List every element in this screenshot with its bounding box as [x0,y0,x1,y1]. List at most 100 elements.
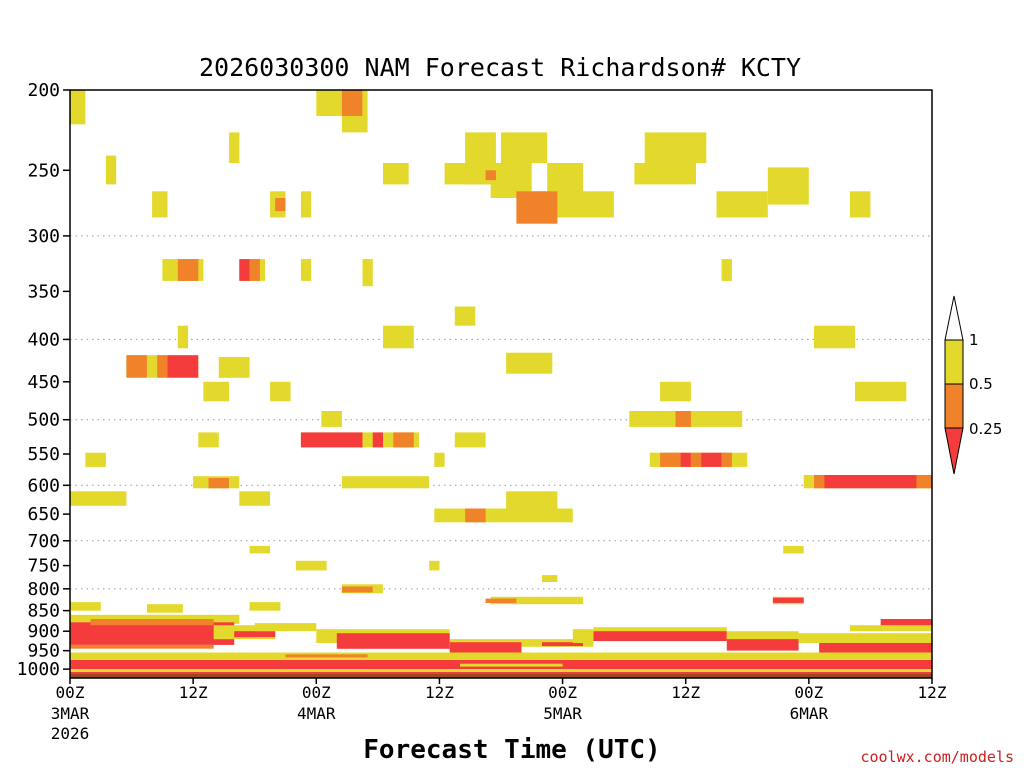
ri-cell [295,560,327,571]
ri-cell [270,381,291,402]
colorbar-segment-orange [944,383,964,429]
ri-cell [772,597,804,603]
ri-cell [506,352,553,374]
x-tick-label: 00Z [56,683,85,702]
ri-cell [70,90,86,125]
ri-cell [336,633,450,649]
y-tick-label: 350 [27,281,60,302]
y-tick-label: 300 [27,226,60,247]
y-tick-label: 500 [27,410,60,431]
ri-cell [434,508,573,523]
ri-cell [383,163,409,185]
credit-text: coolwx.com/models [860,748,1014,766]
ri-cell [229,132,240,163]
chart-title: 2026030300 NAM Forecast Richardson# KCTY [199,53,801,82]
ri-cell [460,663,563,667]
ri-cell [716,191,768,218]
ri-cell [70,644,214,649]
ri-cell [203,381,230,402]
ri-cell [341,586,373,593]
y-tick-label: 900 [27,621,60,642]
ground-strip [70,673,932,678]
y-tick-label: 450 [27,372,60,393]
ri-cell [634,163,696,185]
ri-cell [362,259,373,287]
ri-cell [501,132,548,163]
x-tick-label: 12Z [179,683,208,702]
ri-cell [341,90,363,116]
ri-cell [239,491,271,506]
x-tick-label: 00Z [548,683,577,702]
ri-cell [542,642,583,647]
ri-cell [198,432,219,448]
colorbar-bottom-arrow [944,427,964,475]
ri-cell [660,381,691,402]
ri-cell [300,432,363,448]
ri-cell [454,306,476,326]
ri-cell [105,155,117,185]
ri-cell [70,652,932,660]
ri-cell [429,560,440,571]
ri-cell [849,625,932,632]
ri-cell [814,475,825,489]
x-tick-label: 12Z [671,683,700,702]
ri-cell [690,452,702,467]
ri-cell [275,198,286,212]
ri-cell [300,191,312,218]
ri-cell [85,452,106,467]
y-tick-label: 750 [27,556,60,577]
y-tick-label: 400 [27,329,60,350]
ri-cell [454,432,486,448]
ri-cell [665,654,768,659]
ri-cell [70,602,101,611]
ri-cell [341,476,430,489]
x-tick-date: 4MAR [297,704,336,723]
y-tick-label: 200 [27,80,60,101]
ri-cell [855,381,907,402]
ri-cell [152,191,168,218]
y-tick-label: 700 [27,531,60,552]
ri-cell [70,491,127,506]
ri-cell [465,508,486,523]
ri-cell [721,452,732,467]
ri-cell [234,631,276,638]
ri-cell [849,191,871,218]
ri-cell [321,411,342,427]
ri-cell [300,259,312,281]
ri-cell [824,475,917,489]
ri-cell [880,619,932,628]
ri-cell [783,545,804,554]
ri-cell [341,116,368,133]
ri-cell [506,491,558,509]
ri-cell [767,167,809,205]
x-tick-year: 2026 [51,724,90,743]
ri-cell [660,452,681,467]
ri-cell [593,631,727,642]
x-tick-date: 6MAR [790,704,829,723]
ri-cell [680,452,691,467]
ri-cell [490,596,584,605]
y-tick-label: 850 [27,601,60,622]
ri-cell [485,170,496,181]
y-axis: 200 250 300 350 400 450 500 550 600 650 700 7508008… [17,80,70,680]
ri-cell [814,325,855,349]
x-tick-label: 00Z [794,683,823,702]
ri-cell [157,355,168,378]
ri-cell [726,631,799,640]
ri-cell [70,669,932,672]
ri-cell [434,452,445,467]
ri-cell [449,641,522,653]
y-tick-label: 600 [27,475,60,496]
ri-cell [798,633,932,643]
colorbar-segment-yellow [944,339,964,385]
ri-cell [254,623,317,632]
ri-cell [572,629,594,643]
ri-cell [393,432,414,448]
ri-cell [819,643,932,653]
colorbar: 1 0.5 0.25 [944,295,1002,475]
ri-cell [516,191,558,224]
ri-cell [147,604,183,613]
ri-cell [249,259,260,281]
